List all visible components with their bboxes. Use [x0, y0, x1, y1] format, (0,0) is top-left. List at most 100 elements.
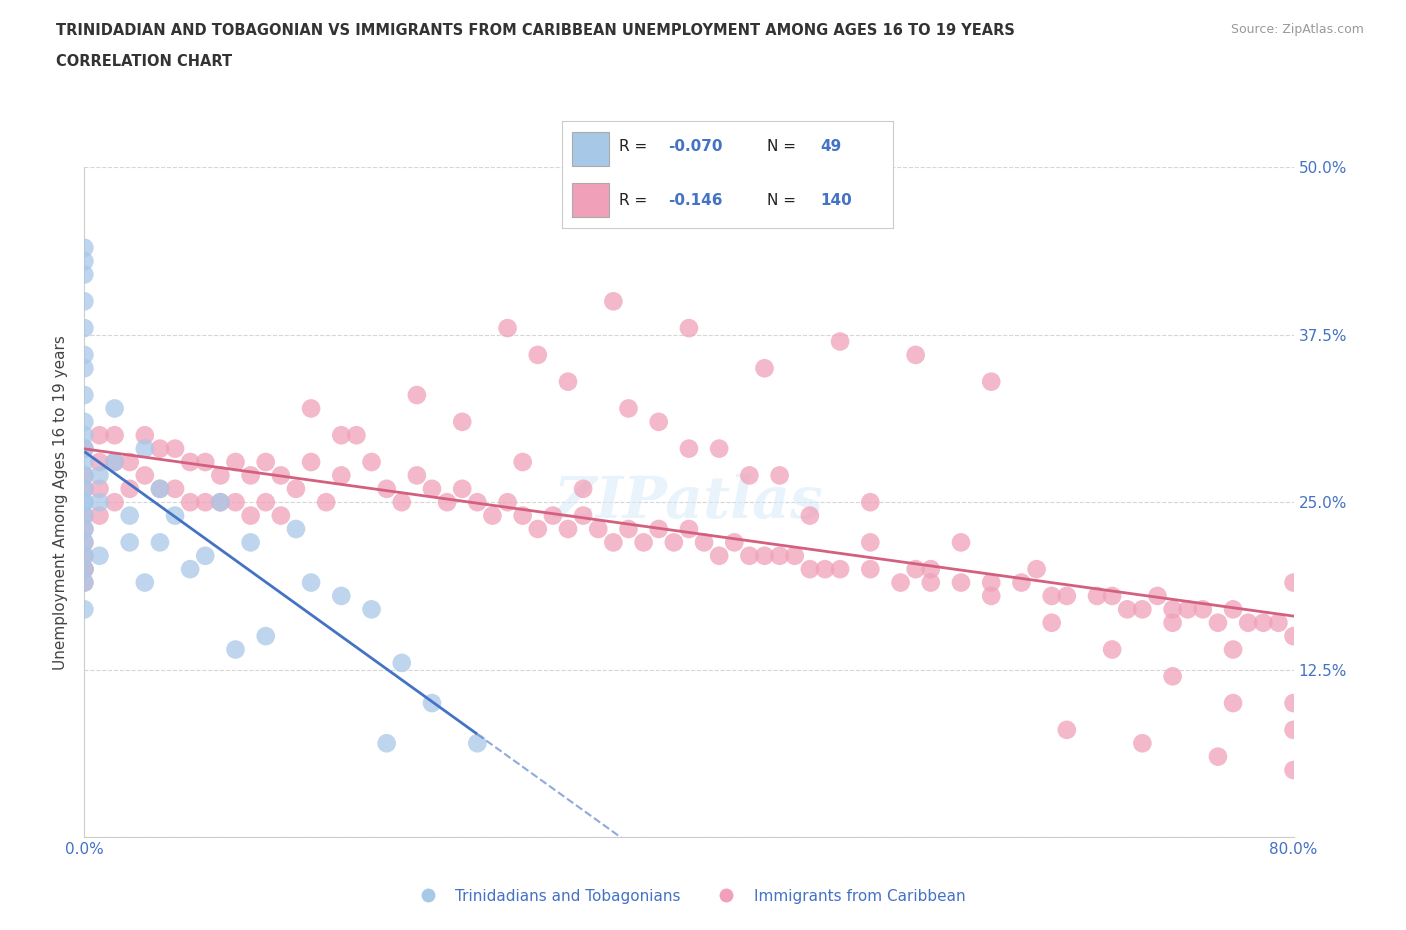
Point: [467, 736, 489, 751]
Point: [89, 428, 111, 443]
Text: N =: N =: [768, 140, 801, 154]
Point: [73, 508, 96, 523]
Point: [254, 455, 277, 470]
Point: [391, 495, 413, 510]
FancyBboxPatch shape: [572, 183, 609, 218]
Point: [285, 482, 308, 497]
Point: [1206, 750, 1229, 764]
Point: [73, 575, 96, 590]
Point: [209, 468, 232, 483]
Point: [557, 374, 579, 389]
Point: [557, 522, 579, 537]
Point: [89, 468, 111, 483]
Point: [134, 441, 156, 456]
Point: [330, 589, 353, 604]
Point: [1085, 589, 1108, 604]
Point: [134, 575, 156, 590]
Point: [1161, 602, 1184, 617]
Point: [799, 508, 821, 523]
Point: [830, 334, 852, 349]
Point: [1282, 723, 1305, 737]
Point: [73, 495, 96, 510]
Point: [617, 401, 640, 416]
Point: [648, 522, 671, 537]
Point: [693, 535, 716, 550]
Point: [118, 508, 141, 523]
Text: 140: 140: [820, 193, 852, 207]
Point: [165, 441, 187, 456]
Point: [104, 401, 127, 416]
Point: [1025, 562, 1047, 577]
Point: [89, 455, 111, 470]
Point: [1267, 616, 1289, 631]
Point: [527, 522, 550, 537]
Point: [859, 495, 882, 510]
Point: [89, 549, 111, 564]
Point: [512, 508, 534, 523]
Point: [73, 240, 96, 255]
Point: [1192, 602, 1215, 617]
Point: [709, 441, 731, 456]
Point: [73, 428, 96, 443]
Point: [890, 575, 912, 590]
Point: [1056, 589, 1078, 604]
Point: [73, 254, 96, 269]
Point: [73, 294, 96, 309]
Point: [299, 455, 322, 470]
Point: [648, 415, 671, 430]
Point: [73, 388, 96, 403]
Point: [360, 455, 382, 470]
Point: [723, 535, 745, 550]
Point: [709, 549, 731, 564]
Point: [769, 468, 792, 483]
Point: [602, 294, 624, 309]
Point: [859, 562, 882, 577]
Point: [73, 549, 96, 564]
Point: [194, 455, 217, 470]
Point: [950, 535, 973, 550]
Point: [73, 575, 96, 590]
Point: [920, 575, 942, 590]
Point: [662, 535, 685, 550]
Point: [980, 374, 1002, 389]
Point: [814, 562, 837, 577]
Point: [89, 495, 111, 510]
Text: Source: ZipAtlas.com: Source: ZipAtlas.com: [1230, 23, 1364, 36]
Point: [346, 428, 368, 443]
Point: [73, 455, 96, 470]
Point: [859, 535, 882, 550]
Point: [73, 562, 96, 577]
Point: [980, 575, 1002, 590]
Point: [920, 562, 942, 577]
Point: [1040, 616, 1063, 631]
Point: [617, 522, 640, 537]
Point: [1161, 669, 1184, 684]
Point: [225, 495, 247, 510]
Point: [451, 482, 474, 497]
Point: [572, 508, 595, 523]
Point: [134, 468, 156, 483]
Point: [73, 549, 96, 564]
Point: [285, 522, 308, 537]
Point: [73, 348, 96, 363]
Point: [194, 549, 217, 564]
Point: [1282, 763, 1305, 777]
Point: [1253, 616, 1275, 631]
Text: -0.146: -0.146: [668, 193, 723, 207]
Point: [406, 468, 429, 483]
Point: [254, 629, 277, 644]
Point: [360, 602, 382, 617]
Point: [89, 508, 111, 523]
Text: CORRELATION CHART: CORRELATION CHART: [56, 54, 232, 69]
Point: [118, 455, 141, 470]
Point: [104, 455, 127, 470]
Point: [225, 455, 247, 470]
Point: [1101, 589, 1123, 604]
Point: [149, 535, 172, 550]
Point: [73, 267, 96, 282]
Point: [104, 428, 127, 443]
Point: [330, 428, 353, 443]
Text: R =: R =: [619, 140, 652, 154]
Point: [330, 468, 353, 483]
Point: [270, 508, 292, 523]
